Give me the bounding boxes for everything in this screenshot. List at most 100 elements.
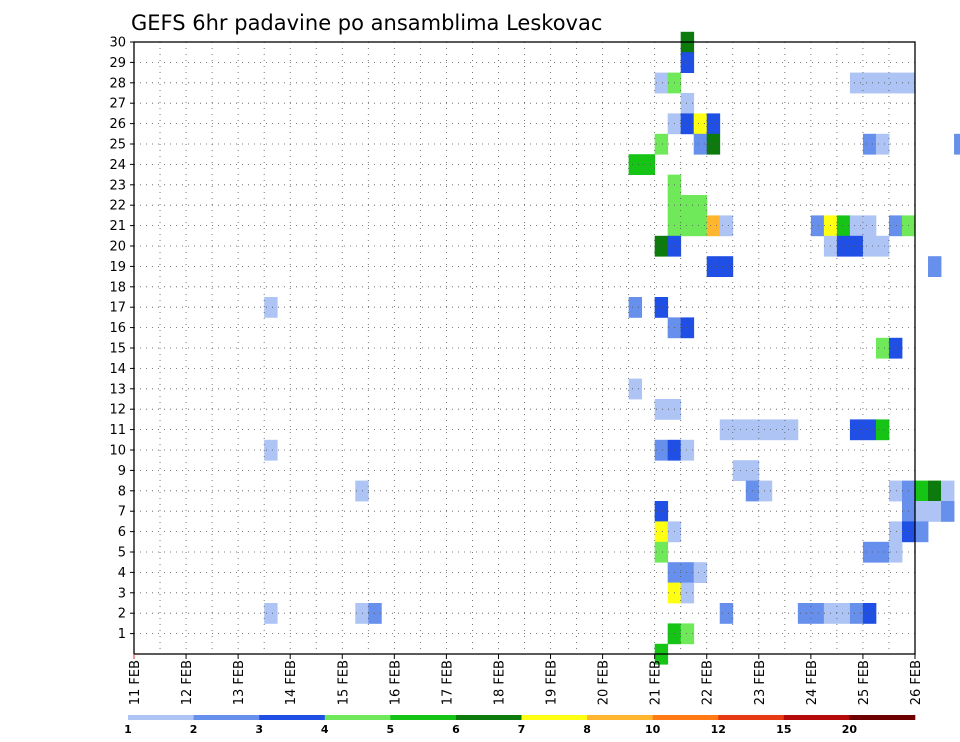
precip-cell bbox=[368, 603, 382, 624]
y-tick-label: 2 bbox=[118, 607, 126, 622]
precip-cell bbox=[836, 235, 851, 257]
precip-cell bbox=[680, 562, 695, 583]
precip-cell bbox=[849, 215, 864, 237]
y-tick-label: 1 bbox=[118, 627, 126, 642]
y-tick-label: 6 bbox=[118, 525, 126, 540]
y-tick-label: 28 bbox=[109, 76, 126, 91]
precip-cell bbox=[836, 603, 851, 624]
precip-cell bbox=[888, 337, 903, 359]
colorbar: 1 2 3 4 5 6 7 8 10 12 15 20 bbox=[124, 715, 916, 736]
colorbar-swatch bbox=[849, 715, 916, 720]
precip-cell bbox=[732, 460, 747, 481]
y-tick-label: 4 bbox=[118, 566, 126, 581]
y-tick-label: 15 bbox=[109, 342, 126, 357]
colorbar-label: 2 bbox=[190, 723, 198, 736]
x-tick-label: 13 FEB bbox=[232, 660, 247, 705]
precip-cell bbox=[849, 235, 864, 257]
colorbar-swatch bbox=[455, 715, 522, 720]
x-tick-label: 16 FEB bbox=[388, 660, 403, 705]
precip-cell bbox=[628, 378, 643, 400]
precip-cell bbox=[941, 480, 955, 502]
precip-cell bbox=[915, 521, 929, 543]
colorbar-swatch bbox=[521, 715, 588, 720]
precip-cell bbox=[928, 480, 942, 502]
x-axis-ticks: 11 FEB 12 FEB 13 FEB 14 FEB 15 FEB 16 FEB 17 F… bbox=[128, 654, 924, 705]
colorbar-swatch bbox=[193, 715, 260, 720]
precipitation-cells bbox=[264, 31, 960, 665]
colorbar-label: 1 bbox=[124, 723, 132, 736]
precip-cell bbox=[693, 113, 708, 135]
precip-cell bbox=[758, 419, 773, 441]
precip-cell bbox=[654, 399, 669, 420]
precip-cell bbox=[654, 439, 669, 461]
precip-cell bbox=[810, 215, 825, 237]
x-tick-label: 21 FEB bbox=[649, 660, 664, 705]
precip-cell bbox=[915, 501, 929, 522]
colorbar-label: 20 bbox=[842, 723, 858, 736]
colorbar-label: 12 bbox=[711, 723, 726, 736]
precip-cell bbox=[355, 603, 369, 624]
precip-cell bbox=[706, 256, 721, 277]
precip-cell bbox=[875, 337, 890, 359]
precip-cell bbox=[680, 215, 695, 237]
precip-cell bbox=[654, 501, 669, 522]
x-tick-label: 25 FEB bbox=[857, 660, 872, 705]
precip-cell bbox=[680, 439, 695, 461]
precip-cell bbox=[693, 195, 708, 216]
precip-cell bbox=[784, 419, 799, 441]
colorbar-label: 7 bbox=[518, 723, 526, 736]
precip-cell bbox=[875, 541, 890, 563]
x-tick-label: 23 FEB bbox=[753, 660, 768, 705]
precip-cell bbox=[928, 256, 942, 277]
precip-cell bbox=[654, 235, 669, 257]
precip-cell bbox=[693, 215, 708, 237]
precip-cell bbox=[862, 603, 877, 624]
precip-cell bbox=[680, 623, 695, 645]
y-tick-label: 25 bbox=[109, 138, 126, 153]
colorbar-swatch bbox=[324, 715, 391, 720]
colorbar-label: 5 bbox=[387, 723, 395, 736]
precip-cell bbox=[888, 215, 903, 237]
chart-title: GEFS 6hr padavine po ansamblima Leskovac bbox=[131, 11, 602, 35]
x-tick-label: 11 FEB bbox=[128, 660, 143, 705]
precip-cell bbox=[862, 72, 877, 94]
precip-cell bbox=[654, 72, 669, 94]
precip-cell bbox=[849, 72, 864, 94]
y-tick-label: 5 bbox=[118, 546, 126, 561]
precip-cell bbox=[264, 439, 278, 461]
precip-cell bbox=[264, 603, 278, 624]
precip-cell bbox=[680, 317, 695, 339]
colorbar-label: 3 bbox=[255, 723, 263, 736]
colorbar-label: 10 bbox=[645, 723, 661, 736]
y-tick-label: 18 bbox=[109, 280, 126, 295]
x-tick-label: 20 FEB bbox=[597, 660, 612, 705]
precip-cell bbox=[758, 480, 773, 502]
precip-cell bbox=[862, 133, 877, 155]
y-tick-label: 13 bbox=[109, 382, 126, 397]
colorbar-label: 4 bbox=[321, 723, 329, 736]
precip-cell bbox=[836, 215, 851, 237]
precip-cell bbox=[797, 603, 812, 624]
x-tick-label: 14 FEB bbox=[284, 660, 299, 705]
precip-cell bbox=[719, 256, 734, 277]
y-tick-label: 24 bbox=[109, 158, 126, 173]
precip-cell bbox=[862, 419, 877, 441]
colorbar-label: 15 bbox=[776, 723, 791, 736]
precip-cell bbox=[888, 541, 903, 563]
y-tick-label: 16 bbox=[109, 321, 126, 336]
y-tick-label: 8 bbox=[118, 484, 126, 499]
precip-cell bbox=[641, 154, 656, 175]
precip-cell bbox=[810, 603, 825, 624]
y-tick-label: 20 bbox=[109, 240, 126, 255]
precip-cell bbox=[654, 541, 669, 563]
y-tick-label: 29 bbox=[109, 56, 126, 71]
y-tick-label: 14 bbox=[109, 362, 126, 377]
colorbar-swatch bbox=[587, 715, 653, 720]
precip-cell bbox=[706, 113, 721, 135]
precip-cell bbox=[875, 133, 890, 155]
precip-cell bbox=[954, 133, 960, 155]
y-tick-label: 11 bbox=[109, 423, 126, 438]
precip-cell bbox=[680, 582, 695, 604]
precip-cell bbox=[888, 480, 903, 502]
colorbar-swatch bbox=[259, 715, 326, 720]
